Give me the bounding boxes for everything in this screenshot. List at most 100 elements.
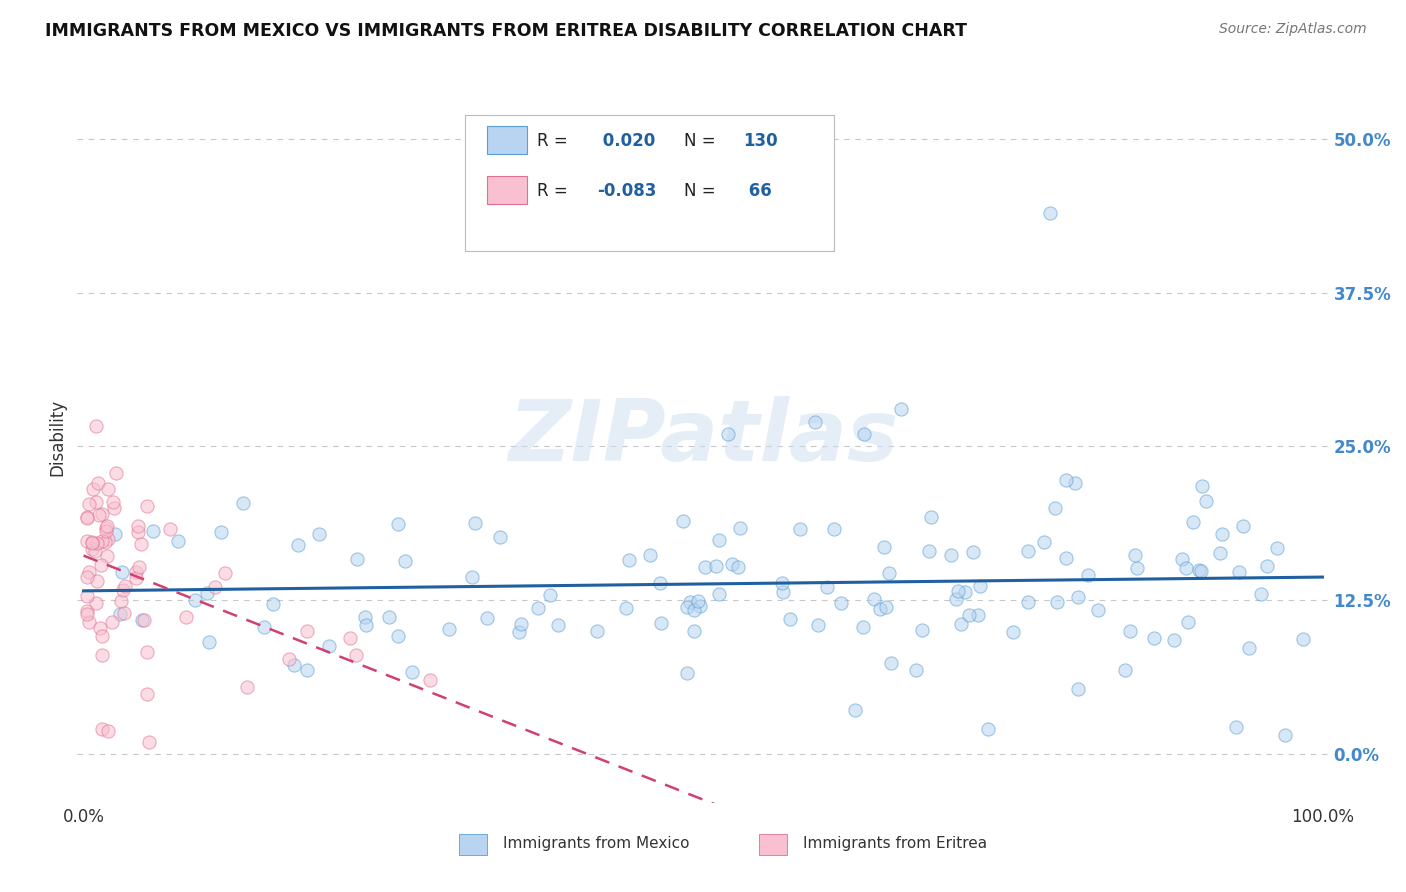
- Point: [128, 519, 150, 533]
- Point: [84, 494, 107, 508]
- Point: [1211, 526, 1233, 541]
- Point: [195, 586, 218, 600]
- Point: [727, 560, 749, 574]
- Point: [136, 687, 159, 701]
- Point: [730, 521, 752, 535]
- Point: [962, 545, 984, 559]
- Point: [939, 549, 962, 563]
- Point: [1189, 564, 1212, 578]
- Point: [527, 600, 550, 615]
- Point: [104, 466, 127, 480]
- Point: [772, 585, 794, 599]
- Point: [967, 608, 990, 623]
- Point: [84, 418, 107, 433]
- Point: [1067, 682, 1090, 697]
- Point: [77, 566, 100, 580]
- Point: [308, 527, 330, 541]
- FancyBboxPatch shape: [465, 115, 834, 251]
- Point: [87, 476, 110, 491]
- Text: 0.020: 0.020: [596, 132, 655, 150]
- Point: [488, 530, 510, 544]
- Text: Source: ZipAtlas.com: Source: ZipAtlas.com: [1219, 22, 1367, 37]
- Point: [204, 580, 226, 594]
- Point: [437, 622, 460, 636]
- Point: [1017, 594, 1039, 608]
- Point: [1056, 551, 1078, 566]
- Point: [1123, 548, 1146, 562]
- Point: [77, 497, 100, 511]
- FancyBboxPatch shape: [486, 126, 527, 154]
- Point: [174, 610, 197, 624]
- Point: [97, 483, 120, 497]
- Point: [76, 570, 98, 584]
- Point: [789, 522, 811, 536]
- Point: [693, 560, 716, 574]
- Point: [232, 495, 254, 509]
- Point: [108, 607, 131, 621]
- Point: [1063, 476, 1085, 491]
- Point: [89, 508, 111, 522]
- Point: [688, 594, 710, 608]
- Point: [640, 548, 662, 562]
- Point: [76, 533, 98, 548]
- Point: [510, 616, 533, 631]
- Point: [1256, 558, 1278, 573]
- Point: [709, 587, 731, 601]
- Point: [1119, 624, 1142, 639]
- Point: [709, 533, 731, 547]
- Point: [803, 415, 825, 429]
- Point: [111, 582, 134, 597]
- Point: [93, 534, 115, 549]
- Point: [1274, 728, 1296, 742]
- Point: [184, 592, 207, 607]
- Point: [875, 599, 897, 614]
- Point: [770, 575, 793, 590]
- Point: [82, 542, 104, 557]
- Point: [977, 722, 1000, 736]
- Point: [538, 588, 561, 602]
- Point: [464, 516, 486, 530]
- Point: [253, 620, 276, 634]
- Point: [1087, 603, 1109, 617]
- Point: [166, 534, 188, 549]
- Point: [918, 543, 941, 558]
- Point: [904, 663, 927, 677]
- Text: -0.083: -0.083: [596, 182, 657, 200]
- Point: [114, 579, 136, 593]
- Point: [1032, 534, 1054, 549]
- Point: [76, 589, 98, 603]
- Point: [197, 634, 219, 648]
- Point: [114, 606, 136, 620]
- Text: Immigrants from Mexico: Immigrants from Mexico: [503, 836, 689, 851]
- Point: [262, 597, 284, 611]
- Text: 66: 66: [742, 182, 772, 200]
- Point: [1067, 590, 1090, 604]
- Point: [89, 621, 111, 635]
- Point: [911, 624, 934, 638]
- Point: [862, 591, 884, 606]
- Point: [96, 549, 118, 563]
- Point: [853, 427, 876, 442]
- Point: [84, 544, 107, 558]
- Point: [475, 611, 498, 625]
- Point: [387, 629, 409, 643]
- Point: [1174, 561, 1197, 575]
- Point: [344, 648, 367, 663]
- Point: [890, 402, 912, 417]
- Point: [96, 518, 118, 533]
- Point: [377, 610, 399, 624]
- Point: [287, 539, 309, 553]
- Point: [1225, 720, 1247, 734]
- Point: [318, 639, 340, 653]
- Point: [131, 613, 153, 627]
- Point: [1163, 632, 1185, 647]
- Point: [676, 600, 699, 615]
- Point: [138, 735, 160, 749]
- FancyBboxPatch shape: [759, 833, 787, 855]
- Point: [136, 645, 159, 659]
- Point: [295, 663, 318, 677]
- Point: [844, 703, 866, 717]
- Point: [1227, 565, 1250, 579]
- Point: [96, 524, 118, 539]
- Point: [1181, 515, 1204, 529]
